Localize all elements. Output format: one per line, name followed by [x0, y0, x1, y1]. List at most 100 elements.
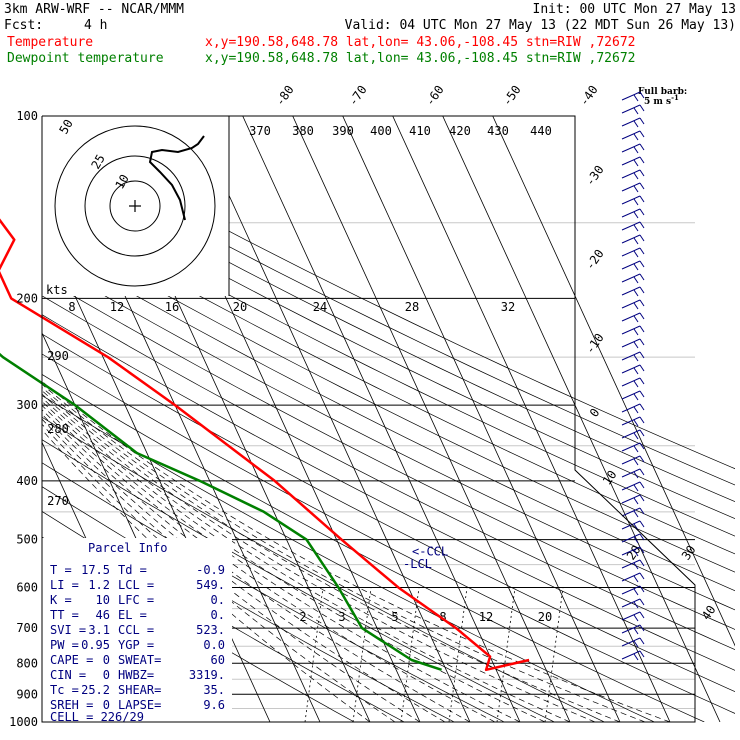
dry-adiabat — [42, 295, 735, 651]
mixing-ratio-label: 8 — [439, 610, 446, 624]
parcel-info-cell: SVI = — [50, 623, 86, 637]
parcel-info-cell: -0.9 — [196, 563, 225, 577]
dry-adiabat — [42, 159, 735, 503]
parcel-cell: CELL = 226/29 — [50, 710, 144, 724]
parcel-info-cell: 0. — [211, 593, 225, 607]
hodograph-units: kts — [46, 283, 68, 297]
wind-barb — [621, 481, 645, 492]
full-barb-units: 5 m s-1 — [644, 93, 679, 107]
wind-barb — [621, 637, 645, 648]
mixing-ratio-label: 5 — [391, 610, 398, 624]
pressure-tick-label: 300 — [16, 398, 38, 412]
mixing-ratio-label: 12 — [479, 610, 493, 624]
isotherm-label: -10 — [583, 331, 607, 357]
parcel-info-cell: LCL = — [118, 578, 154, 592]
parcel-info-cell: 0.95 — [81, 638, 110, 652]
wind-barb — [621, 338, 645, 349]
moist-adiabat — [42, 404, 496, 722]
moist-adiabat — [42, 413, 446, 722]
wind-barb — [621, 286, 645, 297]
hodo-ring — [84, 155, 186, 257]
wind-barb — [621, 143, 645, 154]
hodo-ring-label: 25 — [88, 152, 107, 172]
parcel-info-cell: 46 — [96, 608, 110, 622]
parcel-info-cell: SHEAR= — [118, 683, 161, 697]
pressure-tick-label: 100 — [16, 109, 38, 123]
dry-adiabat — [42, 207, 735, 555]
isotherm-label: -70 — [346, 83, 370, 109]
wind-barb — [621, 364, 645, 375]
temperature-profile — [0, 218, 530, 672]
isotherm-label: -40 — [577, 83, 601, 109]
pressure-tick-label: 800 — [16, 656, 38, 670]
dry-adiabat — [42, 276, 735, 630]
dry-adiabat — [42, 353, 735, 714]
wind-barb — [621, 416, 645, 427]
wind-barb — [621, 585, 645, 596]
wind-barb — [621, 624, 645, 635]
dewpoint-profile — [0, 352, 442, 671]
temperature-location: x,y=190.58,648.78 lat,lon= 43.06,-108.45… — [205, 35, 635, 50]
fcst-label: Fcst: — [4, 18, 43, 33]
parcel-info-cell: SWEAT= — [118, 653, 161, 667]
dry-adiabat — [42, 175, 735, 520]
isotherm-label: 10 — [600, 468, 620, 488]
hodo-speed-label: 12 — [110, 300, 124, 314]
parcel-info-cell: 17.5 — [81, 563, 110, 577]
dry-adiabat — [42, 439, 555, 722]
theta-label: 280 — [47, 422, 69, 436]
parcel-info-cell: 60 — [211, 653, 225, 667]
theta-label: 370 — [249, 124, 271, 138]
theta-label: 290 — [47, 349, 69, 363]
wind-barb — [621, 260, 645, 271]
dry-adiabat — [42, 224, 735, 573]
wind-barb — [621, 325, 645, 336]
parcel-info-cell: CIN = — [50, 668, 86, 682]
wind-barb — [621, 273, 645, 284]
parcel-info-cell: K = — [50, 593, 72, 607]
parcel-info-cell: HWBZ= — [118, 668, 154, 682]
parcel-info-cell: TT = — [50, 608, 79, 622]
wind-barb — [621, 91, 645, 102]
moist-adiabat — [42, 397, 546, 722]
dry-adiabat — [42, 241, 735, 592]
wind-barb — [621, 117, 645, 128]
diagram-frame — [41, 115, 696, 723]
parcel-info-cell: 10 — [96, 593, 110, 607]
wind-barb — [621, 546, 645, 557]
parcel-info-cell: 1.2 — [88, 578, 110, 592]
pressure-tick-label: 500 — [16, 533, 38, 547]
isotherm — [392, 116, 671, 722]
wind-barb — [621, 299, 645, 310]
theta-label: 400 — [370, 124, 392, 138]
parcel-info-cell: T = — [50, 563, 72, 577]
parcel-info-cell: 0. — [211, 608, 225, 622]
moist-adiabat — [42, 383, 646, 722]
theta-label: 410 — [409, 124, 431, 138]
theta-label: 390 — [332, 124, 354, 138]
hodo-speed-label: 16 — [165, 300, 179, 314]
wind-barb — [621, 182, 645, 193]
moist-adiabat — [42, 409, 471, 722]
isotherm — [442, 116, 721, 722]
wind-barb — [621, 403, 645, 414]
full-barb-label: Full barb: — [638, 87, 687, 97]
lcl-marker: -LCL — [403, 557, 432, 571]
parcel-info-cell: YGP = — [118, 638, 154, 652]
wind-barb — [621, 455, 645, 466]
wind-barb — [621, 247, 645, 258]
dry-adiabat — [42, 374, 705, 722]
parcel-info-cell: 0.0 — [203, 638, 225, 652]
wind-barb — [621, 156, 645, 167]
hodo-speed-label: 24 — [313, 300, 327, 314]
isotherm-label: 30 — [679, 543, 699, 563]
dewpoint-location: x,y=190.58,648.78 lat,lon= 43.06,-108.45… — [205, 51, 635, 66]
pressure-tick-label: 900 — [16, 687, 38, 701]
wind-barb — [621, 572, 645, 583]
dry-adiabat — [42, 129, 735, 470]
wind-barb — [621, 507, 645, 518]
hodo-speed-label: 28 — [405, 300, 419, 314]
parcel-info-cell: Td = — [118, 563, 147, 577]
